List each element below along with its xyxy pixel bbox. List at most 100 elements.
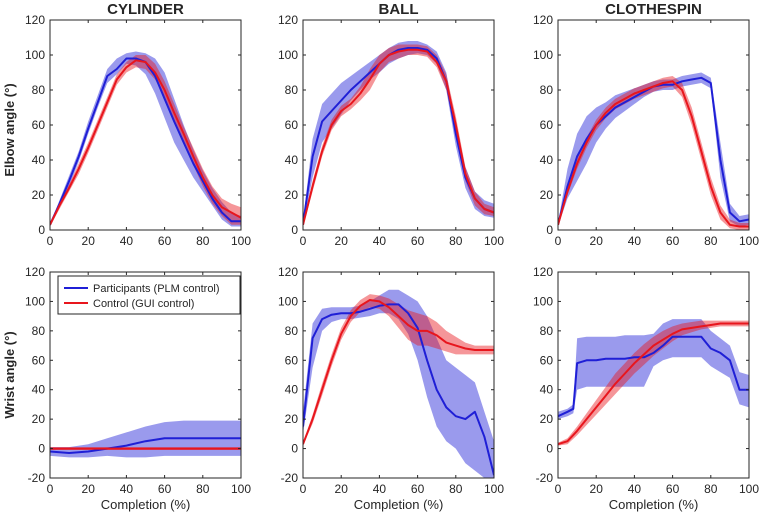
y-tick-label: 100	[278, 48, 298, 62]
line-control	[50, 59, 241, 226]
x-tick-label: 60	[666, 482, 680, 496]
panel-1: 0 20 40 60 80 100 0 20 40 60 80 100 120 BALL	[278, 1, 504, 248]
y-tick-label: 120	[25, 265, 45, 279]
y-tick-label: 40	[540, 383, 554, 397]
line-control	[303, 299, 494, 445]
x-tick-label: 100	[231, 234, 251, 248]
y-tick-label: 20	[540, 412, 554, 426]
x-tick-label: 40	[120, 482, 134, 496]
x-tick-label: 0	[555, 234, 562, 248]
y-tick-label: 0	[291, 223, 298, 237]
x-tick-label: 100	[739, 234, 759, 248]
y-tick-label: 60	[285, 118, 299, 132]
y-tick-label: 40	[285, 153, 299, 167]
y-tick-label: 60	[540, 118, 554, 132]
y-tick-label: 80	[32, 83, 46, 97]
y-tick-label: 80	[540, 83, 554, 97]
panel-0: 0 20 40 60 80 100 0 20 40 60 80 100 120 CYLINDER	[25, 1, 251, 248]
y-tick-label: 100	[278, 294, 298, 308]
band-participants	[558, 72, 749, 227]
x-tick-label: 0	[300, 482, 307, 496]
panel-4: 0 20 40 60 80 100-20020406080100120Completion…	[278, 265, 504, 512]
x-tick-label: 40	[373, 482, 387, 496]
x-tick-label: 20	[82, 234, 96, 248]
y-tick-label: 80	[285, 324, 299, 338]
y-tick-label: -20	[281, 471, 299, 485]
y-tick-label: 120	[278, 265, 298, 279]
y-tick-label: 40	[32, 383, 46, 397]
x-tick-label: 100	[231, 482, 251, 496]
x-tick-label: 20	[590, 482, 604, 496]
y-tick-label: 0	[38, 223, 45, 237]
line-participants	[303, 303, 494, 476]
y-tick-label: -20	[536, 471, 554, 485]
line-control	[303, 48, 494, 226]
band-control	[50, 55, 241, 227]
chart-title: CLOTHESPIN	[605, 1, 702, 18]
x-tick-label: 40	[628, 482, 642, 496]
x-tick-label: 80	[704, 234, 718, 248]
axes-box	[557, 271, 750, 479]
band-participants	[50, 51, 241, 227]
chart-title: BALL	[379, 1, 419, 18]
band-participants	[303, 41, 494, 227]
x-tick-label: 0	[47, 234, 54, 248]
y-tick-label: 80	[32, 324, 46, 338]
y-tick-label: 120	[533, 265, 553, 279]
y-tick-label: 100	[25, 48, 45, 62]
x-tick-label: 20	[590, 234, 604, 248]
y-tick-label: 0	[291, 442, 298, 456]
band-control	[558, 76, 749, 230]
x-tick-label: 80	[449, 482, 463, 496]
x-tick-label: 60	[158, 234, 172, 248]
legend-entry: Participants (PLM control)	[93, 283, 220, 295]
y-tick-label: 20	[32, 412, 46, 426]
y-tick-label: 120	[278, 13, 298, 27]
x-tick-label: 20	[335, 482, 349, 496]
legend-entry: Control (GUI control)	[93, 298, 194, 310]
x-tick-label: 60	[411, 234, 425, 248]
x-tick-label: 0	[555, 482, 562, 496]
line-participants	[558, 335, 749, 418]
y-tick-label: 80	[540, 324, 554, 338]
x-tick-label: 100	[484, 482, 504, 496]
chart-title: CYLINDER	[107, 1, 184, 18]
y-tick-label: 40	[540, 153, 554, 167]
x-tick-label: 60	[158, 482, 172, 496]
x-tick-label: 60	[411, 482, 425, 496]
band-participants	[303, 289, 494, 478]
x-tick-label: 80	[196, 482, 210, 496]
y-tick-label: 80	[285, 83, 299, 97]
x-tick-label: 100	[739, 482, 759, 496]
row-ylabel-elbow: Elbow angle (°)	[2, 83, 17, 176]
y-tick-label: 60	[32, 118, 46, 132]
y-tick-label: 0	[546, 223, 553, 237]
legend-box	[57, 275, 241, 315]
y-tick-label: 20	[32, 188, 46, 202]
band-control	[303, 294, 494, 446]
y-tick-label: 60	[285, 353, 299, 367]
x-tick-label: 0	[47, 482, 54, 496]
y-tick-label: 100	[25, 294, 45, 308]
y-tick-label: 0	[546, 442, 553, 456]
y-tick-label: 20	[540, 188, 554, 202]
y-tick-label: 120	[533, 13, 553, 27]
x-tick-label: 20	[82, 482, 96, 496]
panel-2: 0 20 40 60 80 100 0 20 40 60 80 100 120 CLOTHESPIN	[533, 1, 759, 248]
x-tick-label: 100	[484, 234, 504, 248]
line-control	[558, 322, 749, 446]
x-tick-label: 40	[373, 234, 387, 248]
x-tick-label: 60	[666, 234, 680, 248]
line-control	[558, 80, 749, 228]
panel-5: 0 20 40 60 80 100-20020406080100120Completion…	[533, 265, 759, 512]
x-axis-label: Completion (%)	[101, 497, 191, 512]
x-tick-label: 20	[335, 234, 349, 248]
y-tick-label: 20	[285, 188, 299, 202]
panel-3: 0 20 40 60 80 100-20020406080100120Completion…	[25, 265, 251, 512]
y-tick-label: 100	[533, 48, 553, 62]
x-tick-label: 80	[196, 234, 210, 248]
x-tick-label: 80	[449, 234, 463, 248]
row-ylabel-wrist: Wrist angle (°)	[2, 331, 17, 418]
y-tick-label: 60	[540, 353, 554, 367]
